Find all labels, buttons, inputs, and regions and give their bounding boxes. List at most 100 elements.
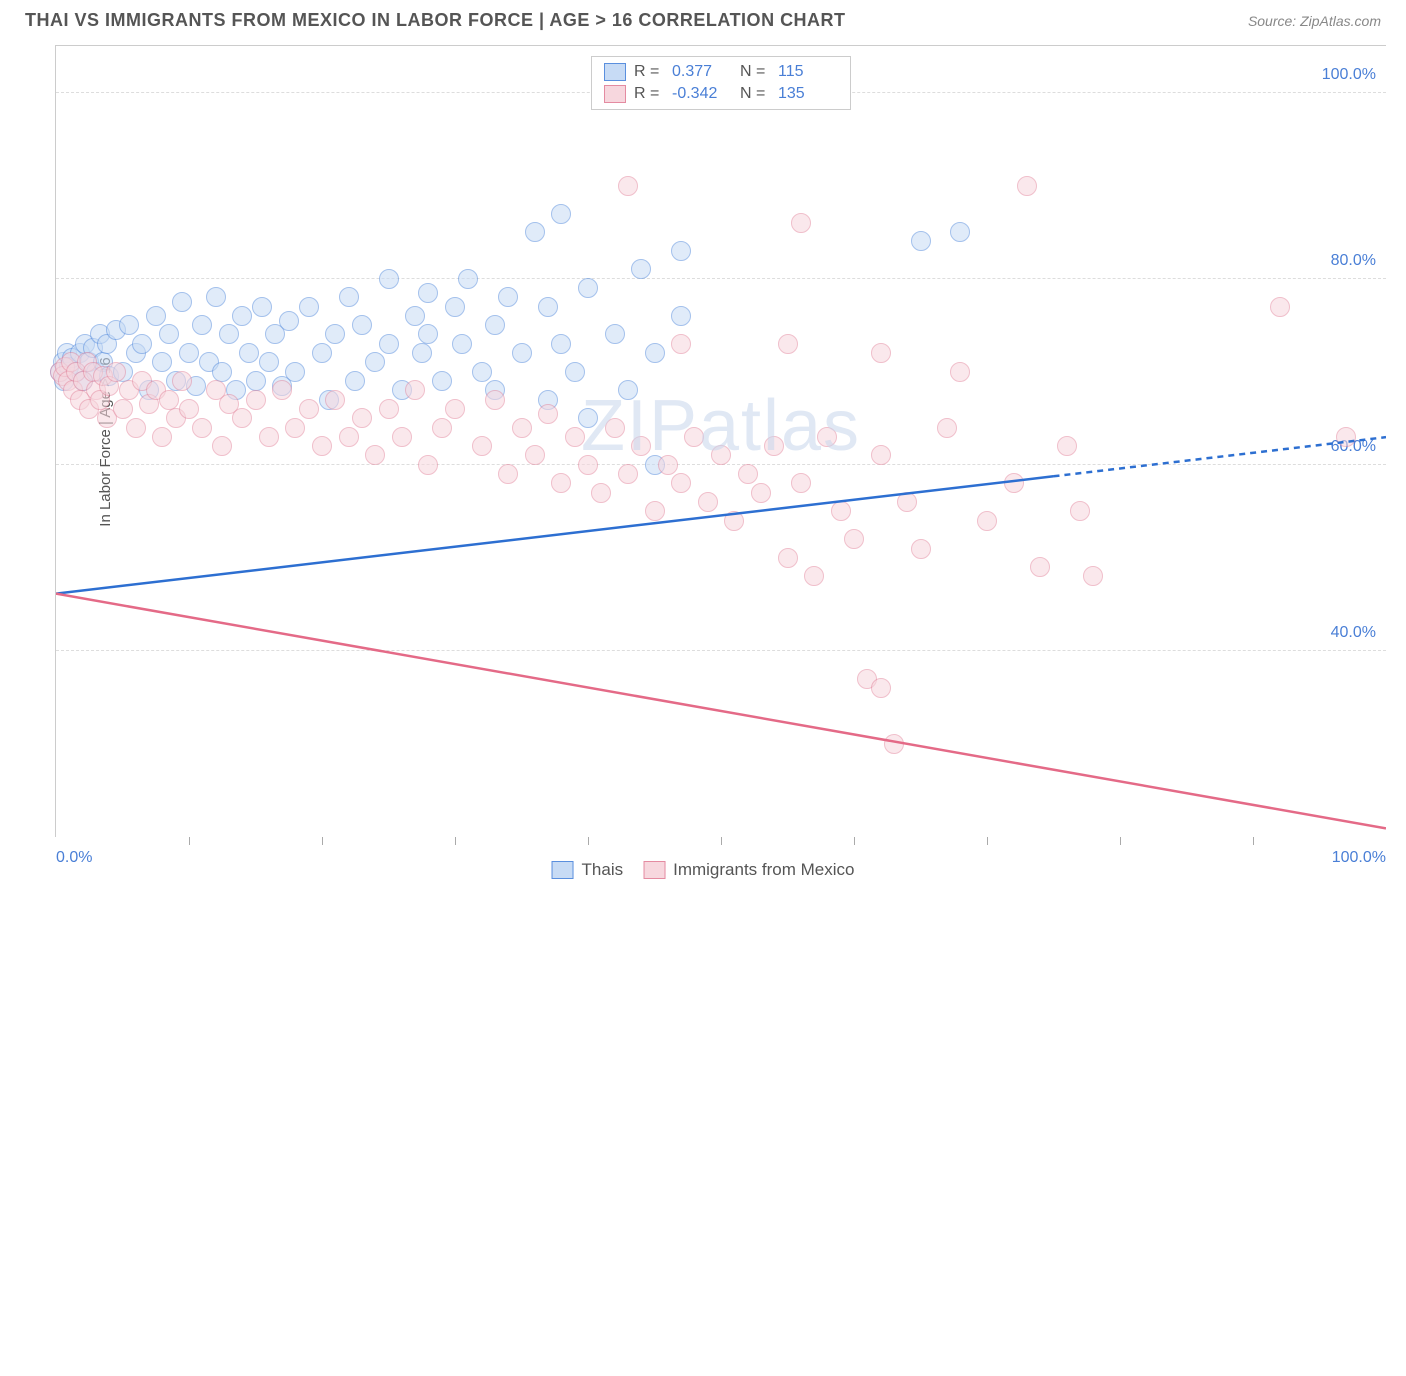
data-point	[512, 418, 532, 438]
data-point	[325, 390, 345, 410]
data-point	[911, 539, 931, 559]
data-point	[618, 176, 638, 196]
data-point	[312, 343, 332, 363]
data-point	[605, 418, 625, 438]
data-point	[911, 231, 931, 251]
x-axis-min-label: 0.0%	[56, 849, 92, 867]
data-point	[232, 408, 252, 428]
legend-label: Immigrants from Mexico	[673, 860, 854, 880]
data-point	[1083, 566, 1103, 586]
data-point	[844, 529, 864, 549]
legend-swatch	[552, 861, 574, 879]
data-point	[365, 352, 385, 372]
data-point	[159, 390, 179, 410]
legend-swatch	[604, 85, 626, 103]
data-point	[551, 473, 571, 493]
data-point	[525, 445, 545, 465]
data-point	[485, 390, 505, 410]
x-axis-max-label: 100.0%	[1332, 849, 1386, 867]
data-point	[132, 334, 152, 354]
data-point	[698, 492, 718, 512]
data-point	[950, 222, 970, 242]
data-point	[605, 324, 625, 344]
data-point	[871, 343, 891, 363]
data-point	[671, 241, 691, 261]
chart-source: Source: ZipAtlas.com	[1248, 13, 1381, 29]
data-point	[1004, 473, 1024, 493]
data-point	[804, 566, 824, 586]
data-point	[778, 548, 798, 568]
data-point	[458, 269, 478, 289]
data-point	[232, 306, 252, 326]
data-point	[192, 418, 212, 438]
data-point	[897, 492, 917, 512]
data-point	[498, 464, 518, 484]
x-tick	[322, 837, 323, 845]
data-point	[418, 324, 438, 344]
data-point	[405, 306, 425, 326]
data-point	[452, 334, 472, 354]
data-point	[565, 427, 585, 447]
data-point	[937, 418, 957, 438]
data-point	[525, 222, 545, 242]
data-point	[498, 287, 518, 307]
data-point	[152, 352, 172, 372]
y-tick-label: 100.0%	[1322, 66, 1376, 84]
data-point	[159, 324, 179, 344]
data-point	[551, 334, 571, 354]
chart-area: In Labor Force | Age > 16 40.0%60.0%80.0…	[55, 45, 1386, 837]
data-point	[831, 501, 851, 521]
data-point	[379, 334, 399, 354]
data-point	[445, 399, 465, 419]
data-point	[339, 287, 359, 307]
data-point	[1030, 557, 1050, 577]
data-point	[512, 343, 532, 363]
y-tick-label: 40.0%	[1331, 624, 1376, 642]
data-point	[352, 315, 372, 335]
data-point	[212, 436, 232, 456]
data-point	[1070, 501, 1090, 521]
data-point	[764, 436, 784, 456]
data-point	[299, 399, 319, 419]
data-point	[791, 473, 811, 493]
data-point	[259, 427, 279, 447]
plot-area: 40.0%60.0%80.0%100.0%0.0%100.0%	[56, 46, 1386, 837]
data-point	[246, 390, 266, 410]
data-point	[631, 259, 651, 279]
r-value: -0.342	[672, 85, 732, 103]
data-point	[412, 343, 432, 363]
data-point	[565, 362, 585, 382]
data-point	[285, 362, 305, 382]
data-point	[645, 501, 665, 521]
legend-item: Immigrants from Mexico	[643, 860, 854, 880]
data-point	[299, 297, 319, 317]
n-value: 115	[778, 63, 838, 81]
data-point	[1336, 427, 1356, 447]
data-point	[950, 362, 970, 382]
data-point	[418, 455, 438, 475]
x-tick	[854, 837, 855, 845]
data-point	[206, 287, 226, 307]
stats-legend: R =0.377N =115R =-0.342N =135	[591, 56, 851, 110]
data-point	[485, 315, 505, 335]
data-point	[671, 306, 691, 326]
data-point	[578, 278, 598, 298]
data-point	[738, 464, 758, 484]
data-point	[671, 334, 691, 354]
y-tick-label: 80.0%	[1331, 252, 1376, 270]
data-point	[279, 311, 299, 331]
data-point	[977, 511, 997, 531]
data-point	[658, 455, 678, 475]
data-point	[239, 343, 259, 363]
data-point	[751, 483, 771, 503]
data-point	[445, 297, 465, 317]
data-point	[538, 297, 558, 317]
data-point	[432, 371, 452, 391]
x-tick	[721, 837, 722, 845]
data-point	[631, 436, 651, 456]
data-point	[1017, 176, 1037, 196]
data-point	[172, 292, 192, 312]
data-point	[591, 483, 611, 503]
data-point	[179, 399, 199, 419]
data-point	[219, 324, 239, 344]
